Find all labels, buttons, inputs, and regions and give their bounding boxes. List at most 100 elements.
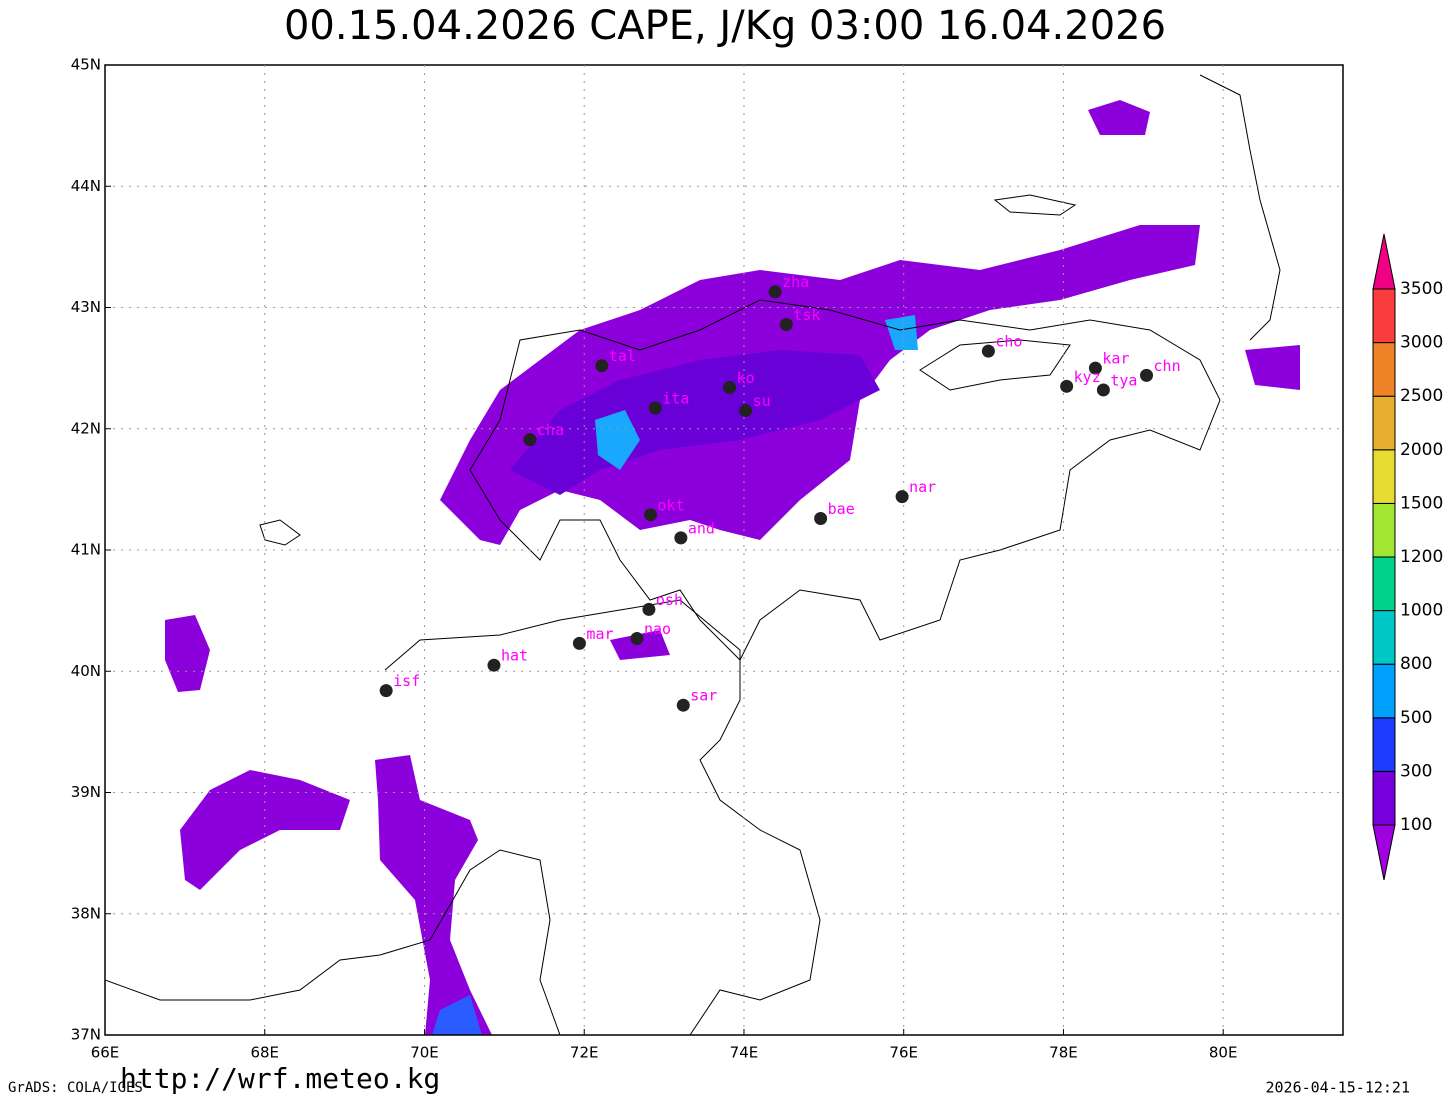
y-tick-label: 40N	[71, 662, 101, 680]
cape-area	[610, 630, 670, 660]
station-marker	[768, 285, 782, 299]
station-label: nao	[644, 620, 671, 638]
x-tick-label: 80E	[1209, 1044, 1238, 1062]
colorbar-label: 2500	[1400, 386, 1443, 406]
y-tick-label: 45N	[71, 56, 101, 74]
y-tick-label: 42N	[71, 419, 101, 437]
station-label: sar	[690, 687, 717, 705]
colorbar-box	[1372, 342, 1396, 397]
station-marker	[895, 490, 909, 504]
lake	[993, 194, 1077, 216]
colorbar-label: 300	[1400, 761, 1432, 781]
station-marker	[572, 636, 586, 650]
station-label: isf	[393, 672, 420, 690]
station-label: okt	[658, 496, 685, 514]
colorbar-label: 500	[1400, 708, 1432, 728]
colorbar-label: 100	[1400, 815, 1432, 835]
x-tick-label: 76E	[889, 1044, 918, 1062]
colorbar-label: 2000	[1400, 440, 1443, 460]
cape-area	[1088, 100, 1150, 135]
station-label: cha	[537, 421, 564, 439]
colorbar-triangle	[1372, 233, 1396, 290]
colorbar-box	[1372, 288, 1396, 344]
y-tick-label: 41N	[71, 541, 101, 559]
timestamp: 2026-04-15-12:21	[1266, 1079, 1411, 1097]
station-label: tal	[609, 347, 636, 365]
station-label: tya	[1110, 371, 1137, 389]
station-marker	[723, 381, 737, 395]
x-tick-label: 78E	[1049, 1044, 1078, 1062]
colorbar-box	[1372, 770, 1396, 826]
station-marker	[981, 344, 995, 358]
station-marker	[648, 401, 662, 415]
station-label: ko	[737, 369, 755, 387]
x-tick-label: 68E	[250, 1044, 279, 1062]
station-label: cho	[995, 333, 1022, 351]
cape-area	[1245, 345, 1300, 390]
colorbar-triangle	[1372, 824, 1396, 881]
country-border	[105, 849, 561, 1035]
x-tick-label: 72E	[570, 1044, 599, 1062]
cape-area	[510, 350, 880, 495]
colorbar-box	[1372, 663, 1396, 719]
url: http://wrf.meteo.kg	[120, 1062, 440, 1095]
y-tick-label: 37N	[71, 1026, 101, 1044]
station-marker	[674, 531, 688, 545]
x-tick-label: 70E	[410, 1044, 439, 1062]
station-marker	[1140, 368, 1154, 382]
colorbar-label: 1200	[1400, 547, 1443, 567]
country-border	[1199, 74, 1281, 341]
cape-area	[180, 770, 350, 890]
y-tick-label: 38N	[71, 904, 101, 922]
cape-area	[595, 410, 640, 470]
colorbar-box	[1372, 610, 1396, 665]
station-marker	[1060, 379, 1074, 393]
station-marker	[814, 511, 828, 525]
field-layer	[105, 74, 1300, 1035]
colorbar-label: 1500	[1400, 493, 1443, 513]
credit: GrADS: COLA/IGES	[8, 1080, 143, 1096]
colorbar-box	[1372, 556, 1396, 612]
station-label: and	[688, 519, 715, 537]
colorbar-box	[1372, 449, 1396, 504]
cape-area	[165, 615, 210, 692]
station-marker	[379, 684, 393, 698]
title: 00.15.04.2026 CAPE, J/Kg 03:00 16.04.202…	[284, 3, 1166, 49]
lake	[259, 519, 301, 546]
station-label: ita	[662, 390, 689, 408]
colorbar-box	[1372, 717, 1396, 772]
station-marker	[644, 508, 658, 522]
station-label: su	[753, 392, 771, 410]
cape-area	[885, 315, 918, 350]
station-label: chn	[1154, 357, 1181, 375]
station-marker	[1096, 383, 1110, 397]
station-marker	[487, 658, 501, 672]
station-marker	[523, 433, 537, 447]
colorbar-box	[1372, 502, 1396, 558]
station-marker	[630, 632, 644, 646]
country-border	[384, 599, 821, 1035]
colorbar-label: 800	[1400, 654, 1432, 674]
station-label: nar	[909, 478, 936, 496]
station-marker	[676, 698, 690, 712]
station-marker	[642, 602, 656, 616]
x-tick-label: 74E	[730, 1044, 759, 1062]
y-tick-label: 43N	[71, 298, 101, 316]
station-marker	[1088, 361, 1102, 375]
colorbar-box	[1372, 395, 1396, 451]
y-tick-label: 39N	[71, 783, 101, 801]
country-border	[469, 299, 1221, 661]
station-label: osh	[656, 591, 683, 609]
y-tick-label: 44N	[71, 177, 101, 195]
cape-area	[375, 755, 492, 1035]
station-label: bae	[828, 500, 855, 518]
station-label: tsk	[793, 306, 820, 324]
country-border	[919, 339, 1071, 391]
station-label: kyz	[1074, 368, 1101, 386]
colorbar-label: 3500	[1400, 279, 1443, 299]
station-marker	[595, 359, 609, 373]
cape-area	[432, 995, 482, 1035]
x-tick-label: 66E	[91, 1044, 120, 1062]
station-label: hat	[501, 647, 528, 665]
